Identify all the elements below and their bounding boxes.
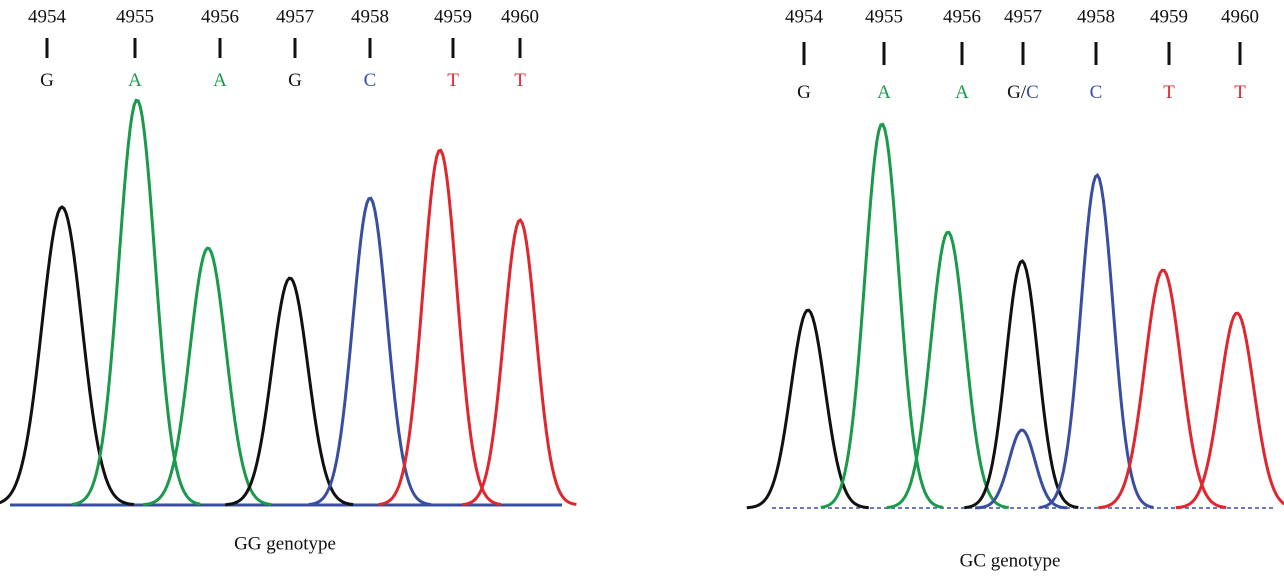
position-label: 4958 <box>1077 6 1115 27</box>
base-letter: T <box>514 70 526 91</box>
base-letter: A <box>955 82 969 103</box>
base-call: C <box>1090 82 1103 103</box>
base-call: T <box>447 70 459 91</box>
trace-peak <box>0 205 135 506</box>
position-label: 4956 <box>943 6 981 27</box>
trace-peak <box>71 98 201 506</box>
base-call: A <box>955 82 969 103</box>
base-letter: A <box>213 70 227 91</box>
base-call: G <box>288 70 302 91</box>
base-call: T <box>514 70 526 91</box>
position-label: 4955 <box>865 6 903 27</box>
base-letter: A <box>128 70 142 91</box>
base-letter: G <box>288 70 302 91</box>
base-letter: T <box>1234 82 1246 103</box>
base-letter: C <box>364 70 377 91</box>
trace-peak <box>820 122 944 509</box>
position-label: 4954 <box>785 6 824 27</box>
caption: GG genotype <box>234 533 336 554</box>
base-letter: G <box>797 82 811 103</box>
base-call: A <box>128 70 142 91</box>
trace-peak <box>1039 172 1154 509</box>
position-label: 4955 <box>116 6 154 27</box>
base-letter: A <box>877 82 891 103</box>
base-letter: T <box>1163 82 1175 103</box>
base-call: C <box>364 70 377 91</box>
base-call: T <box>1163 82 1175 103</box>
position-label: 4957 <box>1004 6 1042 27</box>
position-label: 4960 <box>501 6 539 27</box>
position-label: 4960 <box>1221 6 1259 27</box>
trace-peak <box>143 246 272 507</box>
trace-peak <box>746 308 869 510</box>
position-label: 4959 <box>434 6 472 27</box>
base-letter: C <box>1090 82 1103 103</box>
position-label: 4957 <box>276 6 314 27</box>
base-call: G/C <box>1007 82 1039 103</box>
base-letter: G/ <box>1007 82 1027 103</box>
caption: GC genotype <box>960 550 1061 571</box>
trace-peak <box>1098 268 1227 510</box>
position-label: 4959 <box>1150 6 1188 27</box>
position-label: 4956 <box>201 6 239 27</box>
base-call: G <box>40 70 54 91</box>
position-label: 4958 <box>351 6 389 27</box>
base-call: A <box>877 82 891 103</box>
base-letter: G <box>40 70 54 91</box>
trace-peak <box>308 196 432 506</box>
base-letter: T <box>447 70 459 91</box>
trace-peak <box>964 259 1079 510</box>
base-letter: C <box>1026 82 1039 103</box>
base-call: G <box>797 82 811 103</box>
trace-peak <box>225 276 354 507</box>
base-call: T <box>1234 82 1246 103</box>
trace-peak <box>378 148 502 506</box>
position-label: 4954 <box>28 6 67 27</box>
trace-peak <box>1175 311 1284 510</box>
trace-peak <box>462 218 577 507</box>
trace-peak <box>886 230 1009 510</box>
base-call: A <box>213 70 227 91</box>
